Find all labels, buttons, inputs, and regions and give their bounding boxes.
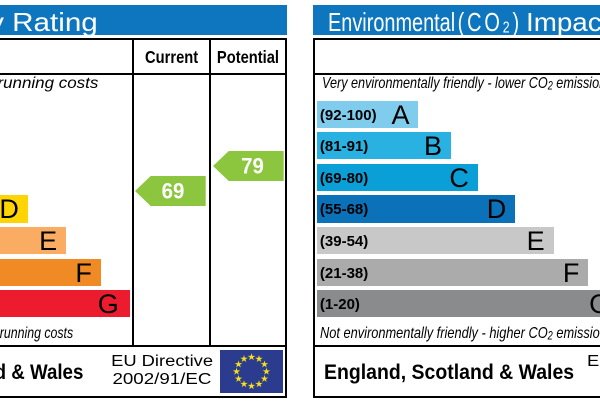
svg-text:69: 69 <box>162 179 185 204</box>
svg-text:79: 79 <box>241 153 264 178</box>
